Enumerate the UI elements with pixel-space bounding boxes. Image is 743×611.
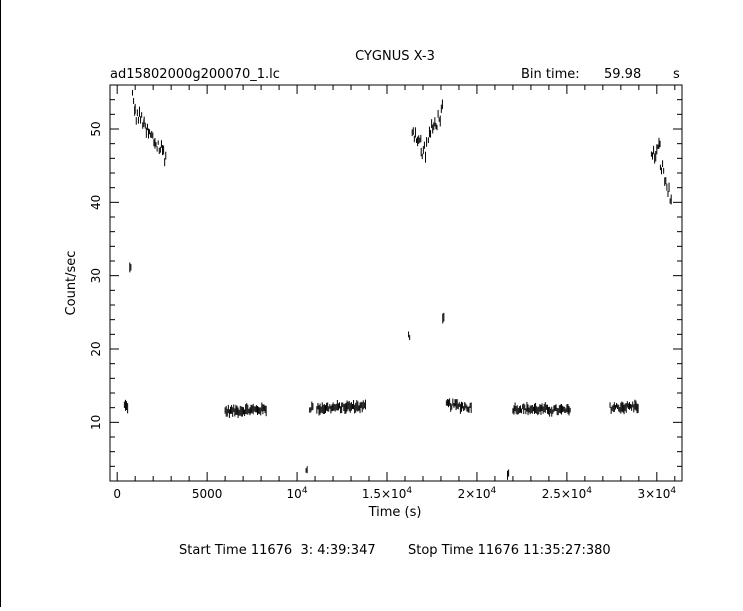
data-segment — [123, 399, 129, 414]
x-axis: 0 5000 104 1.5×104 2×104 2.5×104 3×104 — [113, 85, 676, 501]
y-axis-label: Count/sec — [64, 251, 79, 316]
bin-time-unit: s — [673, 67, 680, 82]
chart-subtitle: ad15802000g200070_1.lc — [110, 67, 280, 82]
data-segment — [134, 103, 145, 129]
data-segment — [659, 160, 672, 205]
x-axis-label: Time (s) — [368, 505, 422, 520]
data-segment — [143, 116, 167, 167]
x-tick-label: 0 — [113, 487, 121, 501]
y-tick-label: 40 — [89, 195, 103, 210]
data-segment — [609, 399, 639, 415]
window-left-border — [0, 0, 1, 607]
data-segment — [445, 398, 472, 414]
x-tick-label: 2.5×104 — [542, 486, 592, 501]
x-tick-label: 2×104 — [458, 486, 497, 501]
data-segment — [427, 99, 443, 144]
start-time-text: Start Time 11676 3: 4:39:347 — [179, 543, 376, 558]
data-segment — [507, 469, 510, 480]
y-tick-label: 50 — [89, 121, 103, 136]
data-segment — [411, 127, 422, 147]
bin-time-value: 59.98 — [604, 67, 641, 82]
data-segment — [512, 401, 571, 417]
y-axis: 10 20 30 40 50 — [89, 84, 682, 482]
bin-time-label: Bin time: — [521, 67, 580, 82]
y-tick-label: 20 — [89, 341, 103, 356]
x-tick-label: 3×104 — [637, 486, 676, 501]
data-segment — [420, 137, 428, 163]
y-tick-label: 30 — [89, 268, 103, 283]
chart-title: CYGNUS X-3 — [355, 49, 435, 64]
data-segment — [129, 262, 132, 273]
plot-frame — [109, 84, 683, 482]
data-segment — [650, 137, 661, 164]
x-tick-label: 104 — [287, 486, 308, 501]
data-segment — [224, 402, 267, 419]
stop-time-text: Stop Time 11676 11:35:27:380 — [408, 543, 611, 558]
data-segment — [131, 89, 136, 116]
x-tick-label: 5000 — [192, 487, 223, 501]
data-segment — [408, 331, 411, 341]
data-segment — [442, 312, 445, 324]
data-points — [123, 89, 672, 480]
x-tick-label: 1.5×104 — [362, 486, 412, 501]
y-tick-label: 10 — [89, 415, 103, 430]
data-segment — [305, 466, 308, 474]
data-segment — [316, 399, 366, 416]
data-segment — [309, 401, 314, 413]
